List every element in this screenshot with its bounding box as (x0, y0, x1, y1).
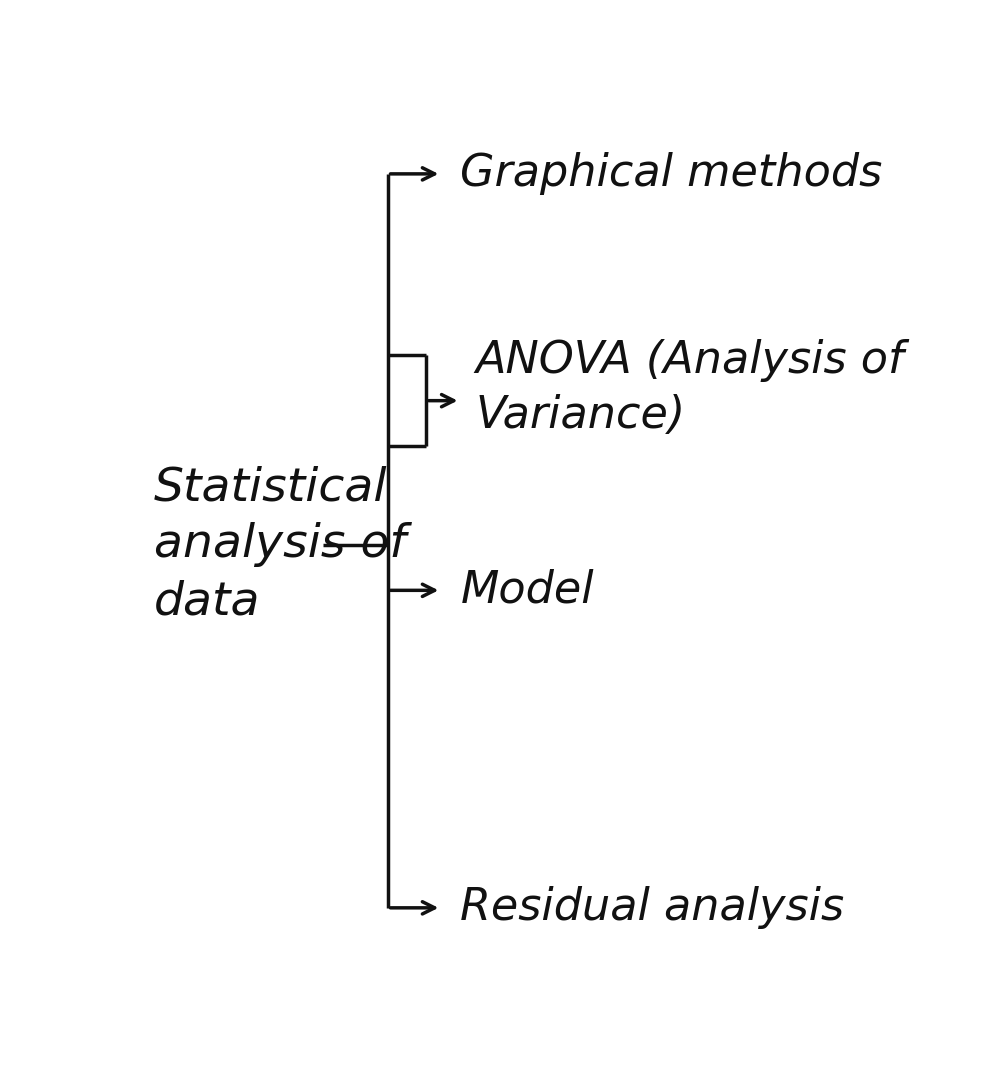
Text: Statistical
analysis of
data: Statistical analysis of data (154, 465, 406, 624)
Text: Model: Model (460, 569, 594, 612)
Text: Residual analysis: Residual analysis (460, 887, 845, 930)
Text: Graphical methods: Graphical methods (460, 152, 882, 195)
Text: ANOVA (Analysis of
Variance): ANOVA (Analysis of Variance) (476, 340, 904, 437)
